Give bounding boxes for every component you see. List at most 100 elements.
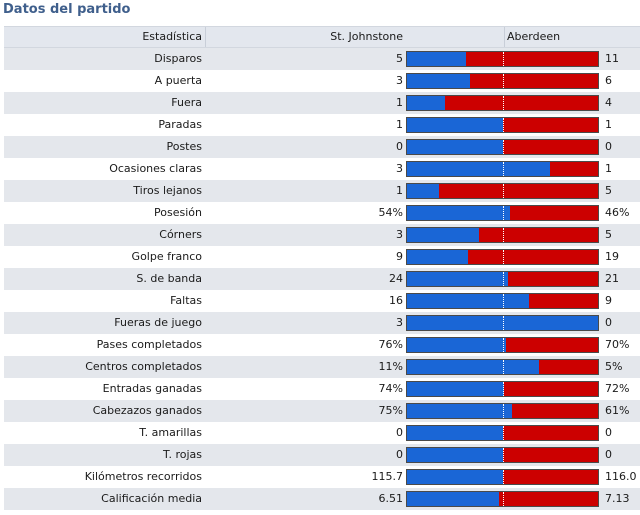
table-row: Tiros lejanos 1 5 [4, 180, 640, 202]
midpoint-marker [503, 426, 504, 440]
midpoint-marker [503, 382, 504, 396]
home-share-fill [407, 118, 503, 132]
away-value: 46% [605, 206, 630, 219]
stat-label: Posesión [154, 206, 202, 219]
midpoint-marker [503, 360, 504, 374]
table-row: A puerta 3 6 [4, 70, 640, 92]
comparison-bar [406, 381, 599, 397]
stat-label: Pases completados [96, 338, 202, 351]
away-value: 19 [605, 250, 619, 263]
midpoint-marker [503, 404, 504, 418]
comparison-bar [406, 161, 599, 177]
away-value: 1 [605, 162, 612, 175]
stat-label: Postes [166, 140, 202, 153]
away-value: 61% [605, 404, 630, 417]
home-share-fill [407, 184, 440, 198]
comparison-bar [406, 51, 599, 67]
table-row: Centros completados 11% 5% [4, 356, 640, 378]
midpoint-marker [503, 470, 504, 484]
panel-title: Datos del partido [3, 2, 131, 17]
stat-label: Córners [159, 228, 202, 241]
comparison-bar [406, 469, 599, 485]
header-home-team[interactable]: St. Johnstone [330, 30, 403, 43]
home-value: 5 [396, 52, 403, 65]
home-value: 76% [378, 338, 403, 351]
midpoint-marker [503, 140, 504, 154]
home-share-fill [407, 74, 471, 88]
midpoint-marker [503, 74, 504, 88]
table-row: Faltas 16 9 [4, 290, 640, 312]
midpoint-marker [503, 294, 504, 308]
table-row: Posesión 54% 46% [4, 202, 640, 224]
home-share-fill [407, 382, 505, 396]
away-value: 116.0 [605, 470, 637, 483]
table-row: Córners 3 5 [4, 224, 640, 246]
home-share-fill [407, 228, 479, 242]
home-value: 74% [378, 382, 403, 395]
midpoint-marker [503, 118, 504, 132]
home-share-fill [407, 404, 513, 418]
home-share-fill [407, 470, 503, 484]
midpoint-marker [503, 492, 504, 506]
away-value: 70% [605, 338, 630, 351]
away-value: 0 [605, 426, 612, 439]
table-row: Pases completados 76% 70% [4, 334, 640, 356]
home-value: 115.7 [371, 470, 404, 483]
away-value: 0 [605, 448, 612, 461]
stat-label: Kilómetros recorridos [84, 470, 202, 483]
midpoint-marker [503, 250, 504, 264]
home-share-fill [407, 316, 598, 330]
comparison-bar [406, 227, 599, 243]
table-row: Fueras de juego 3 0 [4, 312, 640, 334]
stat-label: Faltas [170, 294, 202, 307]
comparison-bar [406, 139, 599, 155]
table-row: Golpe franco 9 19 [4, 246, 640, 268]
comparison-bar [406, 293, 599, 309]
table-row: S. de banda 24 21 [4, 268, 640, 290]
away-value: 11 [605, 52, 619, 65]
away-value: 1 [605, 118, 612, 131]
table-row: Disparos 5 11 [4, 48, 640, 70]
home-value: 6.51 [378, 492, 404, 505]
header-stat[interactable]: Estadística [142, 30, 202, 43]
midpoint-marker [503, 96, 504, 110]
midpoint-marker [503, 338, 504, 352]
away-value: 9 [605, 294, 612, 307]
home-value: 0 [396, 426, 403, 439]
stat-label: Fuera [171, 96, 202, 109]
comparison-bar [406, 491, 599, 507]
table-row: Calificación media 6.51 7.13 [4, 488, 640, 510]
stat-label: Golpe franco [131, 250, 202, 263]
midpoint-marker [503, 206, 504, 220]
stat-label: T. rojas [163, 448, 202, 461]
table-row: Fuera 1 4 [4, 92, 640, 114]
stat-label: Fueras de juego [114, 316, 202, 329]
home-value: 24 [389, 272, 403, 285]
home-value: 11% [378, 360, 403, 373]
home-share-fill [407, 426, 503, 440]
stat-label: T. amarillas [139, 426, 202, 439]
stat-label: Centros completados [85, 360, 202, 373]
header-away-team[interactable]: Aberdeen [507, 30, 561, 43]
comparison-bar [406, 425, 599, 441]
away-value: 5 [605, 184, 612, 197]
comparison-bar [406, 249, 599, 265]
table-row: Paradas 1 1 [4, 114, 640, 136]
home-value: 1 [396, 118, 403, 131]
table-header: Estadística St. Johnstone Aberdeen [4, 26, 640, 48]
home-share-fill [407, 338, 507, 352]
stat-label: Ocasiones claras [109, 162, 202, 175]
comparison-bar [406, 271, 599, 287]
comparison-bar [406, 183, 599, 199]
comparison-bar [406, 315, 599, 331]
table-row: T. amarillas 0 0 [4, 422, 640, 444]
stat-label: Cabezazos ganados [92, 404, 202, 417]
home-share-fill [407, 448, 503, 462]
comparison-bar [406, 117, 599, 133]
stat-label: Disparos [154, 52, 202, 65]
table-row: Cabezazos ganados 75% 61% [4, 400, 640, 422]
away-value: 6 [605, 74, 612, 87]
home-share-fill [407, 250, 469, 264]
away-value: 5 [605, 228, 612, 241]
comparison-bar [406, 337, 599, 353]
